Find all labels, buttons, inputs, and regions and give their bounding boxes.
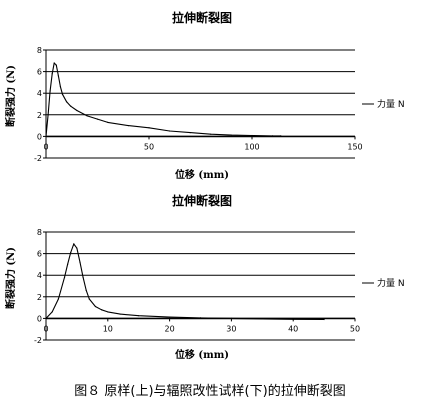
figure-caption: 图８ 原样(上)与辐照改性试样(下)的拉伸断裂图	[74, 383, 345, 399]
x-axis-label: 位移 (mm)	[175, 348, 229, 361]
x-tick-labels: 0 10 20 30 40 50	[43, 324, 360, 333]
x-tick-label: 100	[244, 142, 259, 151]
data-point	[47, 114, 49, 116]
legend-label: 力量 N	[377, 98, 405, 110]
data-point	[127, 125, 129, 127]
data-point	[55, 64, 57, 66]
data-point	[230, 317, 232, 319]
x-tick-label: 30	[226, 324, 236, 333]
y-tick-label: 4	[37, 271, 42, 280]
y-tick-label: 6	[37, 68, 42, 77]
y-tick-label: 4	[37, 89, 42, 98]
data-point	[57, 298, 59, 300]
y-tick-label: 0	[37, 132, 42, 141]
series	[45, 243, 325, 321]
series-line	[45, 243, 325, 321]
data-point	[292, 318, 294, 320]
data-point	[199, 317, 202, 319]
series	[45, 62, 282, 137]
data-point	[107, 311, 109, 313]
x-tick-labels: 0 50 100 150	[43, 142, 362, 151]
legend: 力量 N	[362, 277, 405, 289]
y-tick-label: -2	[34, 154, 42, 163]
data-point	[79, 261, 81, 263]
data-point	[169, 316, 171, 318]
x-tick-label: 10	[103, 324, 113, 333]
data-point	[148, 127, 150, 129]
y-tick-labels: -2 0 2 4 6 8	[34, 46, 42, 163]
data-point	[51, 311, 53, 313]
data-point	[210, 133, 212, 135]
chart-title: 拉伸断裂图	[172, 193, 232, 208]
axes	[43, 49, 356, 159]
data-point	[85, 289, 87, 291]
y-tick-label: 6	[37, 250, 42, 259]
data-point	[280, 135, 282, 137]
y-tick-label: 2	[37, 293, 42, 302]
chart-title: 拉伸断裂图	[172, 10, 232, 25]
data-point	[169, 130, 171, 132]
y-axis-label: 断裂强力 (N)	[4, 247, 17, 309]
data-point	[230, 134, 232, 136]
data-point	[45, 317, 47, 319]
axes	[43, 231, 356, 341]
data-point	[96, 118, 99, 120]
data-point	[261, 318, 263, 320]
data-point	[76, 247, 78, 249]
data-point	[138, 315, 140, 317]
data-point	[45, 135, 47, 137]
y-tick-label: 0	[37, 314, 42, 323]
data-point	[107, 121, 109, 123]
y-tick-label: 8	[37, 228, 42, 237]
data-point	[101, 309, 103, 311]
y-tick-label: 8	[37, 46, 42, 55]
data-point	[66, 101, 68, 103]
data-point	[57, 75, 59, 77]
data-point	[251, 134, 253, 137]
x-tick-label: 40	[288, 324, 298, 333]
y-tick-labels: -2 0 2 4 6 8	[34, 228, 42, 345]
data-point	[323, 318, 325, 321]
data-point	[51, 73, 53, 75]
data-point	[59, 86, 62, 88]
data-point	[70, 105, 72, 107]
data-point	[63, 276, 66, 278]
x-tick-label: 0	[43, 142, 48, 151]
data-point	[67, 263, 69, 265]
y-tick-label: -2	[34, 336, 42, 345]
data-point	[189, 132, 191, 134]
data-point	[53, 62, 55, 64]
legend-label: 力量 N	[377, 277, 405, 289]
series-line	[45, 62, 281, 137]
data-point	[70, 251, 72, 254]
x-tick-label: 20	[165, 324, 175, 333]
data-point	[82, 276, 84, 278]
data-point	[49, 90, 51, 92]
data-point	[88, 298, 90, 300]
data-point	[86, 115, 88, 117]
data-point	[73, 243, 75, 245]
x-tick-label: 50	[144, 142, 154, 151]
data-point	[272, 135, 274, 137]
y-axis-label: 断裂强力 (N)	[4, 65, 17, 127]
grid	[46, 49, 355, 159]
data-point	[61, 93, 64, 95]
x-tick-label: 0	[43, 324, 48, 333]
x-tick-label: 150	[347, 142, 362, 151]
data-point	[94, 305, 97, 308]
x-axis-label: 位移 (mm)	[175, 168, 229, 181]
x-tick-label: 50	[350, 324, 360, 333]
data-point	[119, 313, 121, 315]
data-point	[76, 109, 78, 112]
legend: 力量 N	[362, 98, 405, 110]
y-tick-label: 2	[37, 111, 42, 120]
grid	[46, 231, 355, 341]
